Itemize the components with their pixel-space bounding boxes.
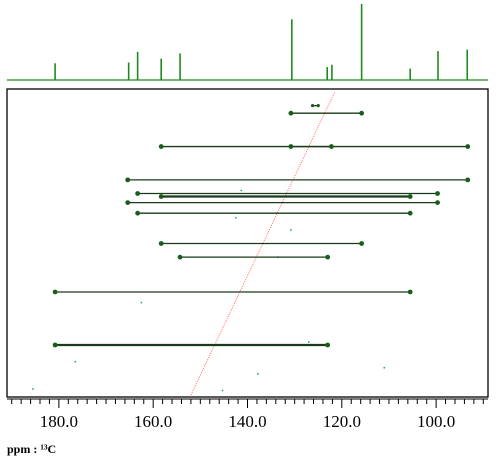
noise-point [308,341,310,343]
noise-point [32,388,34,390]
correlation-peak [158,241,164,246]
correlation-peak [435,200,440,205]
correlation-peak [407,289,413,295]
correlation-peak [407,194,413,199]
x-axis-tick-label: 140.0 [228,412,266,431]
x-axis: 180.0 160.0 140.0 120.0 100.0 [7,398,488,431]
noise-point [234,216,237,219]
correlation-peak [135,191,141,196]
correlation-peak [316,104,320,108]
correlation-peak [135,210,141,216]
correlation-peak [407,210,413,216]
x-axis-tick-label: 120.0 [323,412,361,431]
correlation-peak [288,144,294,149]
correlation-peak [125,200,131,205]
noise-point [74,360,77,363]
correlation-peak [325,342,331,348]
correlation-peak [158,194,164,199]
correlation-peak [359,110,365,116]
x-axis-tick-label: 160.0 [134,412,172,431]
correlation-peak [158,144,164,149]
correlation-peak [52,289,58,295]
noise-point [140,301,143,304]
noise-point [257,372,259,375]
correlation-peak [125,177,131,183]
correlation-peak [435,191,440,196]
noise-point [240,189,243,192]
x-axis-unit-nucleus: ¹³C [40,442,56,456]
noise-point [383,366,386,369]
noise-point [290,229,292,231]
correlation-peak [465,177,471,183]
correlation-peak [177,254,183,260]
correlation-area [32,91,471,396]
correlation-peak [329,144,334,149]
correlation-peak [359,241,365,246]
x-axis-tick-label: 180.0 [40,412,78,431]
correlation-peak [288,110,294,116]
x-axis-unit-prefix: ppm : [7,442,40,456]
correlation-peak [310,104,315,108]
correlation-peak [52,342,58,348]
projection-spectrum [7,4,488,81]
plot-frame [6,88,489,398]
x-axis-unit-label: ppm : ¹³C [7,442,56,456]
noise-point [221,389,224,392]
x-axis-tick-label: 100.0 [417,412,455,431]
correlation-peak [325,254,331,260]
correlation-peak [465,144,471,149]
